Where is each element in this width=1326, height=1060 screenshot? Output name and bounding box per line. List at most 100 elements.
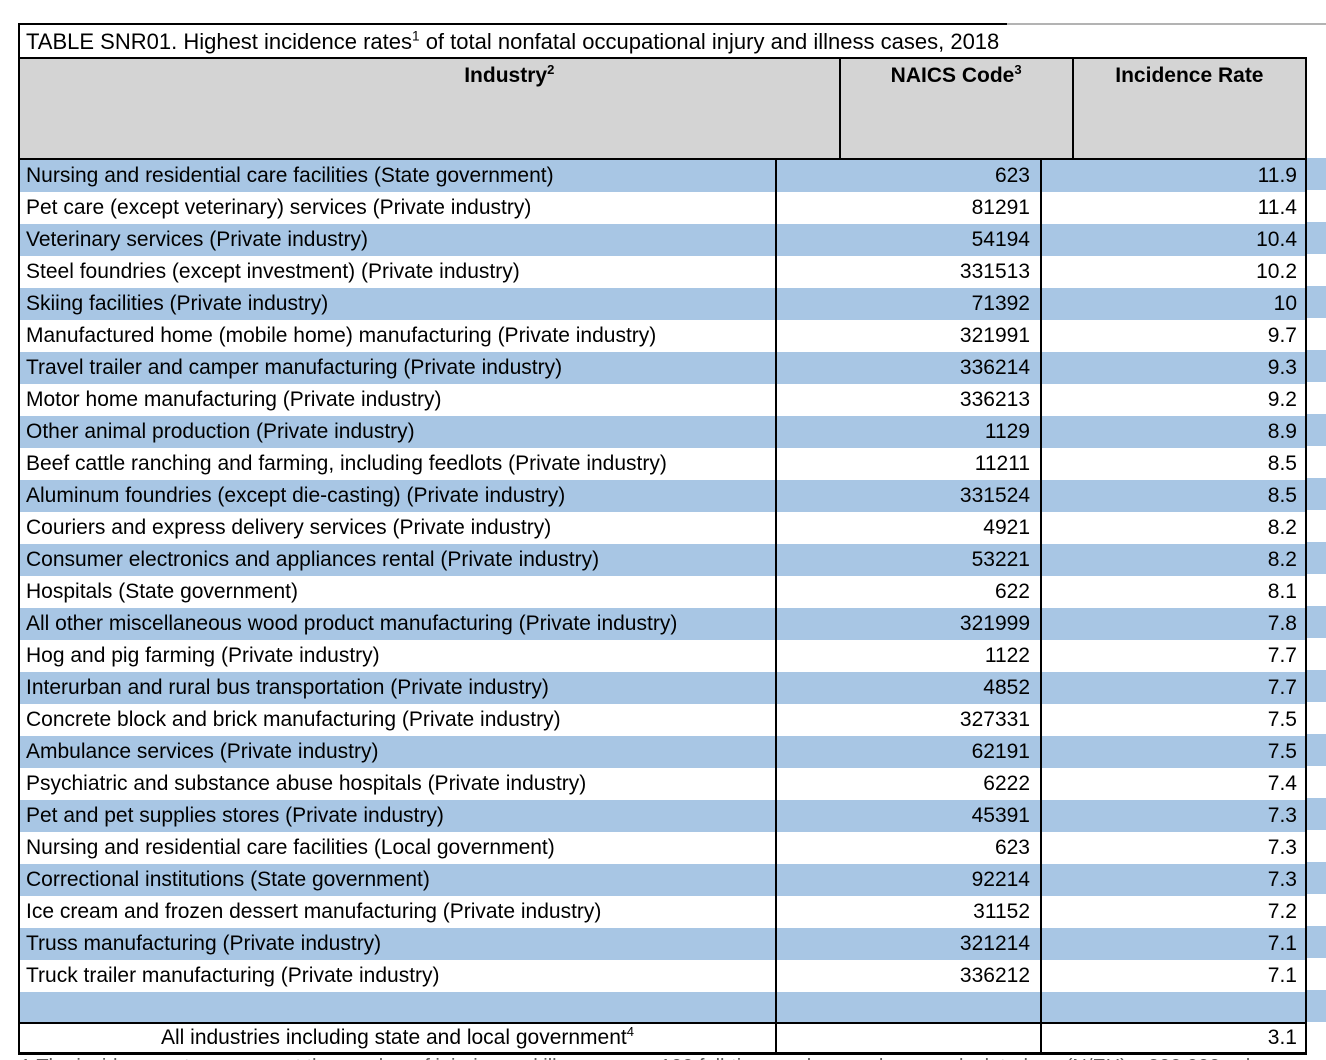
industry-cell: Skiing facilities (Private industry) xyxy=(20,288,777,320)
industry-cell: Aluminum foundries (except die-casting) … xyxy=(20,480,777,512)
naics-code-cell: 331513 xyxy=(777,256,1042,288)
table-title-text: TABLE SNR01. Highest incidence rates xyxy=(26,29,412,54)
incidence-rate-cell: 7.2 xyxy=(1267,900,1297,923)
incidence-rate-cell: 7.1 xyxy=(1267,964,1297,987)
column-header-naics-label: NAICS Code xyxy=(890,64,1015,87)
industry-cell: Pet care (except veterinary) services (P… xyxy=(20,192,777,224)
naics-code-cell: 11211 xyxy=(777,448,1042,480)
naics-code-cell: 321999 xyxy=(777,608,1042,640)
table-row: Aluminum foundries (except die-casting) … xyxy=(20,480,1305,512)
incidence-rate-cell: 7.5 xyxy=(1267,740,1297,763)
industry-cell: Pet and pet supplies stores (Private ind… xyxy=(20,800,777,832)
incidence-rate-cell: 8.2 xyxy=(1267,516,1297,539)
industry-cell: Ice cream and frozen dessert manufacturi… xyxy=(20,896,777,928)
industry-cell: Beef cattle ranching and farming, includ… xyxy=(20,448,777,480)
column-header-rate-label: Incidence Rate xyxy=(1115,64,1264,87)
total-row-rate-cell: 3.1 xyxy=(1267,1026,1297,1049)
incidence-rate-cell: 9.2 xyxy=(1267,388,1297,411)
title-footnote-marker: 1 xyxy=(412,28,420,44)
table-row: Other animal production (Private industr… xyxy=(20,416,1305,448)
industry-cell: Psychiatric and substance abuse hospital… xyxy=(20,768,777,800)
naics-code-cell: 81291 xyxy=(777,192,1042,224)
industry-cell: Travel trailer and camper manufacturing … xyxy=(20,352,777,384)
industry-cell: Nursing and residential care facilities … xyxy=(20,832,777,864)
table-row: Hog and pig farming (Private industry) 1… xyxy=(20,640,1305,672)
table-row: Pet and pet supplies stores (Private ind… xyxy=(20,800,1305,832)
incidence-rate-cell: 7.4 xyxy=(1267,772,1297,795)
incidence-rate-cell: 7.8 xyxy=(1267,612,1297,635)
table-row: Veterinary services (Private industry) 5… xyxy=(20,224,1305,256)
incidence-rate-cell: 10.2 xyxy=(1256,260,1297,283)
column-header-industry: Industry2 xyxy=(20,59,841,158)
naics-code-cell: 321991 xyxy=(777,320,1042,352)
industry-cell: Motor home manufacturing (Private indust… xyxy=(20,384,777,416)
incidence-rate-cell: 7.7 xyxy=(1267,644,1297,667)
industry-cell: All other miscellaneous wood product man… xyxy=(20,608,777,640)
incidence-rate-cell: 10 xyxy=(1273,292,1297,315)
incidence-rate-cell: 8.5 xyxy=(1267,484,1297,507)
industry-cell: Hospitals (State government) xyxy=(20,576,777,608)
table-row: Beef cattle ranching and farming, includ… xyxy=(20,448,1305,480)
incidence-rate-cell: 11.4 xyxy=(1257,196,1297,219)
table-row: Psychiatric and substance abuse hospital… xyxy=(20,768,1305,800)
table-row: All other miscellaneous wood product man… xyxy=(20,608,1305,640)
incidence-rate-cell: 11.9 xyxy=(1257,164,1297,187)
table-row: Manufactured home (mobile home) manufact… xyxy=(20,320,1305,352)
industry-cell: Truck trailer manufacturing (Private ind… xyxy=(20,960,777,992)
row-highlight-overflow xyxy=(1307,158,1326,1022)
industry-footnote-marker: 2 xyxy=(547,62,555,77)
table-row: Couriers and express delivery services (… xyxy=(20,512,1305,544)
incidence-rate-table: Industry2 NAICS Code3 Incidence Rate Nur… xyxy=(18,57,1307,1055)
total-footnote-marker: 4 xyxy=(626,1024,634,1039)
naics-code-cell: 45391 xyxy=(777,800,1042,832)
incidence-rate-cell: 8.5 xyxy=(1267,452,1297,475)
industry-cell: Hog and pig farming (Private industry) xyxy=(20,640,777,672)
incidence-rate-cell: 7.3 xyxy=(1267,868,1297,891)
industry-cell: Ambulance services (Private industry) xyxy=(20,736,777,768)
naics-code-cell: 336213 xyxy=(777,384,1042,416)
table-row: Correctional institutions (State governm… xyxy=(20,864,1305,896)
table-row: Motor home manufacturing (Private indust… xyxy=(20,384,1305,416)
incidence-rate-cell: 7.3 xyxy=(1267,804,1297,827)
table-title-year: of total nonfatal occupational injury an… xyxy=(419,29,1000,54)
industry-cell: Consumer electronics and appliances rent… xyxy=(20,544,777,576)
naics-code-cell: 327331 xyxy=(777,704,1042,736)
table-row: Interurban and rural bus transportation … xyxy=(20,672,1305,704)
table-row: Nursing and residential care facilities … xyxy=(20,160,1305,192)
industry-cell: Concrete block and brick manufacturing (… xyxy=(20,704,777,736)
industry-cell: Correctional institutions (State governm… xyxy=(20,864,777,896)
industry-cell: Nursing and residential care facilities … xyxy=(20,160,777,192)
industry-cell: Steel foundries (except investment) (Pri… xyxy=(20,256,777,288)
incidence-rate-cell: 7.3 xyxy=(1267,836,1297,859)
naics-code-cell: 622 xyxy=(777,576,1042,608)
table-row: Travel trailer and camper manufacturing … xyxy=(20,352,1305,384)
naics-code-cell: 321214 xyxy=(777,928,1042,960)
incidence-rate-cell: 8.2 xyxy=(1267,548,1297,571)
incidence-rate-cell: 7.5 xyxy=(1267,708,1297,731)
naics-footnote-marker: 3 xyxy=(1014,62,1022,77)
empty-naics-cell xyxy=(777,992,1042,1022)
table-row: Skiing facilities (Private industry) 713… xyxy=(20,288,1305,320)
industry-cell: Interurban and rural bus transportation … xyxy=(20,672,777,704)
total-row-label-cell: All industries including state and local… xyxy=(20,1024,777,1052)
gridline-extension xyxy=(1007,23,1326,25)
naics-code-cell: 1122 xyxy=(777,640,1042,672)
table-row: Pet care (except veterinary) services (P… xyxy=(20,192,1305,224)
naics-code-cell: 62191 xyxy=(777,736,1042,768)
naics-code-cell: 53221 xyxy=(777,544,1042,576)
naics-code-cell: 1129 xyxy=(777,416,1042,448)
table-title: TABLE SNR01. Highest incidence rates1 of… xyxy=(18,23,1013,57)
industry-cell: Couriers and express delivery services (… xyxy=(20,512,777,544)
total-row-naics-cell xyxy=(777,1024,1042,1052)
incidence-rate-cell: 7.7 xyxy=(1267,676,1297,699)
naics-code-cell: 54194 xyxy=(777,224,1042,256)
table-row: Truck trailer manufacturing (Private ind… xyxy=(20,960,1305,992)
naics-code-cell: 331524 xyxy=(777,480,1042,512)
empty-row xyxy=(20,992,1305,1024)
naics-code-cell: 336214 xyxy=(777,352,1042,384)
naics-code-cell: 71392 xyxy=(777,288,1042,320)
table-row: Ambulance services (Private industry) 62… xyxy=(20,736,1305,768)
incidence-rate-cell: 10.4 xyxy=(1256,228,1297,251)
table-row: Hospitals (State government) 622 8.1 xyxy=(20,576,1305,608)
naics-code-cell: 4921 xyxy=(777,512,1042,544)
